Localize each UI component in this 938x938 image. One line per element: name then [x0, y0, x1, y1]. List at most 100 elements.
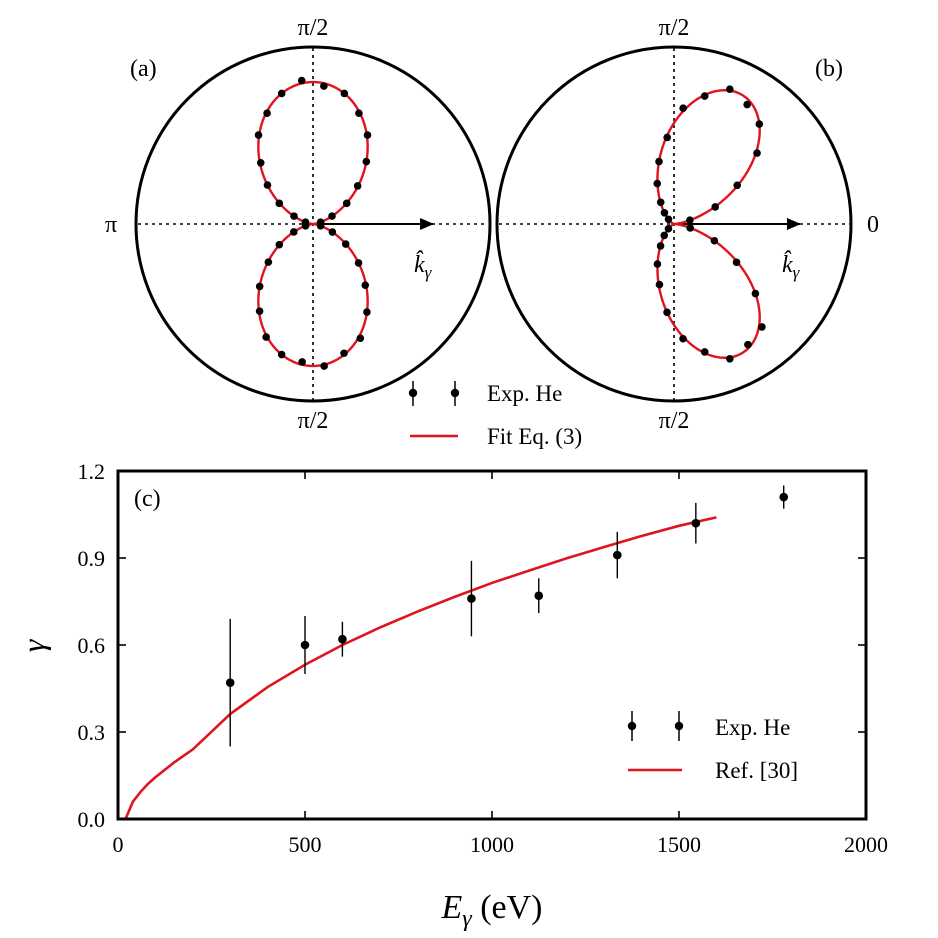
polar-a-data-point — [353, 182, 362, 190]
polar-b-data-point — [700, 92, 709, 100]
polar-a-data-point — [328, 228, 337, 236]
polar-a-data-point — [264, 258, 273, 266]
y-tick-label: 0.6 — [78, 633, 106, 658]
polar-a-data-point — [263, 181, 272, 189]
polar-a-data-point — [320, 362, 328, 370]
polar-a-vector-label: k̂γ — [414, 250, 433, 282]
polar-legend: Exp. He Fit Eq. (3) — [408, 381, 582, 449]
polar-a-data-point — [263, 109, 271, 117]
x-tick-label: 0 — [113, 832, 124, 857]
polar-b-frame-circle — [495, 45, 853, 403]
polar-b-data-point — [755, 120, 764, 128]
polar-b-data-point — [664, 224, 673, 233]
polar-a-data-point — [297, 76, 306, 85]
polar-a-data-point — [354, 259, 363, 267]
polar-b-data-point — [653, 260, 662, 268]
plot-c-xlabel: Eγ (eV) — [440, 889, 542, 932]
polar-a-data-point — [316, 222, 325, 230]
polar-a-data-point — [262, 333, 270, 341]
polar-a-data-point — [340, 349, 348, 358]
polar-legend-data-label: Exp. He — [487, 381, 562, 406]
polar-b-data-point — [726, 85, 734, 93]
polar-a-data-point — [275, 240, 284, 249]
x-tick-label: 1000 — [470, 832, 514, 857]
plot-c-legend-data-label: Exp. He — [715, 715, 790, 740]
plot-c-panel-label: (c) — [134, 486, 161, 512]
polar-a-data-point — [341, 240, 350, 248]
polar-a-data-point — [363, 131, 372, 139]
polar-a-data-point — [277, 350, 286, 359]
data-point — [225, 678, 235, 687]
polar-a-data-point — [289, 228, 298, 236]
polar-legend-fit-label: Fit Eq. (3) — [487, 424, 582, 449]
polar-b-data-point — [656, 198, 665, 207]
x-tick-label: 500 — [289, 832, 322, 857]
polar-legend-data-marker — [408, 381, 460, 406]
polar-b-data-point — [686, 216, 694, 224]
y-tick-label: 0.0 — [78, 807, 106, 832]
polar-b-data-point — [758, 323, 766, 331]
polar-b-data-point — [655, 280, 664, 289]
polar-a-data-point — [301, 221, 310, 230]
data-point — [779, 492, 789, 502]
polar-b-data-point — [733, 181, 742, 190]
polar-b-data-point — [663, 308, 671, 317]
data-point — [467, 594, 476, 603]
polar-a-data-point — [355, 109, 363, 117]
polar-a-data-point — [256, 159, 265, 167]
polar-a-data-point — [342, 199, 351, 208]
x-tick-label: 1500 — [657, 832, 701, 857]
polar-b-vector-label: k̂γ — [782, 250, 801, 282]
polar-a-data-point — [290, 212, 298, 220]
polar-b-data-point — [664, 215, 673, 224]
plot-c-ylabel: γ — [15, 638, 51, 652]
polar-b-data-point — [663, 133, 671, 142]
polar-a-data-point — [328, 212, 336, 220]
plot-c-legend-ref-label: Ref. [30] — [715, 758, 798, 783]
polar-b-data-point — [679, 104, 687, 112]
polar-b-bottom-label: π/2 — [659, 408, 690, 434]
polar-b-data-point — [660, 208, 669, 217]
polar-b-data-point — [751, 289, 760, 298]
polar-b-data-point — [711, 203, 720, 211]
polar-a-panel-label: (a) — [130, 56, 157, 82]
polar-b-data-point — [653, 179, 662, 188]
data-point — [612, 550, 622, 560]
plot-c: 0 500 1000 1500 2000 0.0 0.3 0.6 0.9 1.2 (c) γ Eγ… — [15, 459, 888, 932]
plot-c-data-points — [225, 485, 789, 747]
polar-b-data-point — [686, 224, 694, 232]
polar-a-frame-circle — [134, 45, 492, 403]
y-tick-label: 0.9 — [78, 546, 106, 571]
polar-a-data-point — [254, 131, 263, 139]
polar-a-data-point — [356, 334, 365, 343]
polar-b-data-points — [653, 85, 766, 363]
polar-b-data-point — [710, 236, 719, 245]
polar-a-left-label: π — [105, 212, 117, 238]
polar-b-data-point — [732, 258, 741, 267]
polar-b-data-point — [726, 355, 734, 363]
polar-a-data-point — [340, 89, 349, 98]
polar-b-top-label: π/2 — [659, 15, 690, 41]
polar-b-right-label: 0 — [867, 212, 879, 238]
plot-c-legend: Exp. He Ref. [30] — [627, 711, 798, 783]
data-point — [300, 640, 310, 650]
polar-b-data-point — [700, 348, 709, 356]
polar-panel-b: (b) π/2 π/2 0 k̂γ — [495, 15, 879, 434]
data-point — [338, 634, 347, 644]
y-tick-label: 1.2 — [78, 459, 106, 484]
plot-c-legend-data-marker — [627, 711, 684, 741]
y-tick-label: 0.3 — [78, 720, 106, 745]
plot-c-ref-curve — [124, 516, 717, 820]
polar-a-data-point — [255, 307, 264, 315]
polar-a-data-point — [255, 282, 264, 291]
polar-a-data-point — [275, 199, 284, 208]
polar-a-data-point — [362, 157, 371, 166]
polar-a-data-point — [277, 89, 286, 98]
data-point — [691, 518, 701, 528]
polar-b-data-point — [753, 149, 761, 157]
plot-c-frame — [116, 469, 868, 821]
polar-b-panel-label: (b) — [815, 56, 843, 82]
polar-a-data-point — [361, 281, 370, 289]
polar-a-data-point — [363, 308, 371, 316]
